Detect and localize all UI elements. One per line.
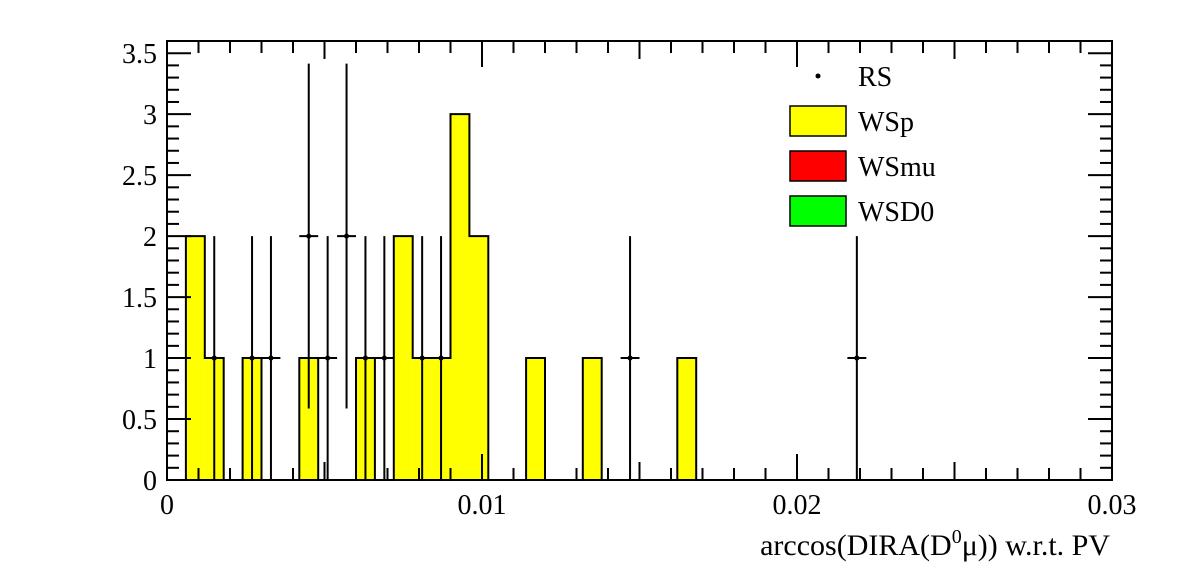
x-tick-label: 0.02: [773, 490, 822, 521]
data-point: [431, 236, 451, 480]
data-point: [356, 236, 375, 480]
point-marker: [419, 355, 425, 361]
histogram-bar: [393, 236, 413, 480]
x-axis-label-sup: 0: [952, 526, 962, 548]
legend-entry: RS: [815, 62, 892, 93]
data-point: [374, 236, 394, 480]
point-marker: [362, 355, 368, 361]
legend: RS WSp WSmu WSD0: [789, 62, 936, 228]
data-point: [337, 63, 356, 409]
histogram-bar: [526, 358, 545, 480]
legend-label: WSmu: [858, 152, 936, 183]
data-point: [299, 63, 319, 409]
point-marker: [306, 233, 312, 239]
data-points: [204, 63, 867, 480]
y-tick-label: 1.5: [122, 283, 157, 314]
histogram-bars: [167, 113, 698, 481]
data-point: [242, 236, 262, 480]
histogram-bar: [299, 358, 319, 480]
data-point: [261, 236, 281, 480]
legend-entry: WSD0: [789, 195, 934, 228]
x-tick-label: 0.03: [1088, 490, 1137, 521]
legend-entry: WSp: [789, 105, 914, 138]
data-point: [204, 236, 224, 480]
data-point: [847, 236, 867, 480]
data-point: [318, 236, 338, 480]
x-axis-label-pre: arccos(DIRA(D: [760, 529, 952, 562]
x-axis-label-mu: μ: [962, 529, 978, 562]
histogram-bar: [469, 236, 489, 480]
point-marker: [325, 355, 331, 361]
x-axis-label-post: )) w.r.t. PV: [978, 529, 1111, 562]
y-tick-label: 0: [143, 466, 157, 497]
y-tick-label: 2.5: [122, 161, 157, 192]
histogram-bar: [582, 358, 602, 480]
histogram-bar: [450, 114, 470, 481]
legend-entry: WSmu: [789, 150, 936, 183]
point-marker: [381, 355, 387, 361]
legend-swatch: [789, 105, 847, 137]
y-tick-label: 0.5: [122, 405, 157, 436]
y-tick-label: 3.5: [122, 39, 157, 70]
y-tick-label: 3: [143, 100, 157, 131]
x-axis-label: arccos(DIRA(D0μ)) w.r.t. PV: [760, 526, 1110, 562]
data-point: [412, 236, 432, 480]
legend-label: WSp: [858, 107, 914, 138]
point-marker: [249, 355, 255, 361]
point-marker: [344, 233, 350, 239]
legend-label: WSD0: [858, 197, 934, 228]
point-marker: [438, 355, 444, 361]
legend-marker: [815, 73, 821, 79]
point-marker: [268, 355, 274, 361]
y-tick-label: 2: [143, 222, 157, 253]
y-tick-label: 1: [143, 344, 157, 375]
x-tick-label: 0: [160, 490, 174, 521]
data-point: [620, 236, 640, 480]
point-marker: [211, 355, 217, 361]
point-marker: [627, 355, 633, 361]
axes: 0 0.5 1 1.5 2 2.5 3 3.5 0 0.01 0.02 0.03: [122, 39, 1137, 521]
legend-swatch: [789, 195, 847, 227]
histogram-bar: [677, 358, 697, 480]
x-tick-label: 0.01: [458, 490, 507, 521]
legend-swatch: [789, 150, 847, 182]
point-marker: [854, 355, 860, 361]
legend-label: RS: [858, 62, 892, 93]
